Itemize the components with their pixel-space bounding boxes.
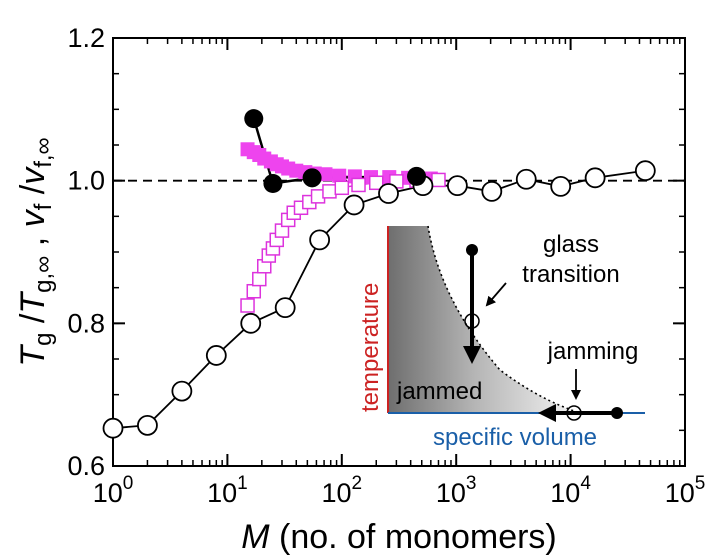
jamming-compression-arrowhead — [538, 404, 556, 422]
inset-temperature-label: temperature — [357, 283, 384, 412]
y-title-sep3: / — [14, 184, 52, 203]
y-title-T-sub: g — [30, 333, 57, 346]
x-tick-label: 103 — [436, 473, 477, 508]
open-circle-point — [309, 229, 331, 251]
inset-boundary-curve — [427, 225, 581, 414]
y-title-sep2: , — [14, 227, 52, 255]
open-square-point — [368, 175, 384, 191]
filled-square-point — [318, 167, 333, 182]
x-axis-title-text: (no. of monomers) — [270, 518, 557, 556]
x-tick-label: 104 — [550, 473, 591, 508]
x-tick-label: 105 — [665, 473, 706, 508]
open-circle-point — [634, 160, 656, 182]
open-circle-point — [205, 345, 227, 366]
x-axis-title: M (no. of monomers) — [241, 518, 557, 556]
jammed-region-fill — [388, 226, 580, 413]
open-circle-point — [274, 297, 296, 319]
inset-glass-label: glass — [543, 231, 599, 258]
jamming-point — [566, 405, 582, 421]
open-circle-point — [240, 312, 262, 334]
y-title-T2: T — [14, 291, 52, 314]
open-square-point — [240, 298, 255, 313]
filled-circle-point — [407, 166, 427, 186]
inset-jamming-label: jamming — [547, 338, 639, 365]
y-title-v: v — [14, 208, 52, 227]
series-markers — [102, 109, 656, 439]
open-square-point — [322, 184, 337, 199]
open-circle-point — [343, 194, 365, 216]
open-circle-point — [171, 380, 193, 402]
y-title-v2-sub: f,∞ — [30, 137, 57, 167]
y-tick-label: 1.2 — [67, 23, 105, 53]
filled-square-point — [332, 168, 347, 183]
glass-cooling-arrowhead — [463, 346, 481, 364]
open-circles-line — [112, 169, 646, 430]
glass-transition-point — [464, 313, 480, 329]
open-square-point — [351, 177, 366, 193]
open-circle-point — [137, 414, 158, 436]
open-square-point — [334, 180, 350, 196]
open-circle-point — [102, 417, 124, 439]
x-axis-title-symbol: M — [241, 518, 270, 556]
open-circle-point — [378, 183, 399, 204]
x-tick-label: 101 — [207, 473, 248, 508]
open-circle-point — [550, 175, 572, 197]
y-axis-title: Tg /Tg,∞ , vf /vf,∞ — [14, 137, 57, 366]
open-square-point — [431, 172, 446, 188]
y-title-sep1: / — [14, 313, 52, 332]
axis-tick-labels: 100 101 102 103 104 105 0.6 0.8 1.0 1.2 — [67, 23, 705, 508]
y-title-v2: v — [14, 166, 52, 185]
axis-ticks — [112, 37, 686, 467]
y-title-T2-sub: g,∞ — [30, 256, 57, 293]
open-circle-point — [515, 168, 537, 190]
filled-circle-point — [302, 168, 322, 188]
inset-schematic: glass transition jamming jammed temperat… — [357, 225, 645, 451]
open-square-point — [252, 271, 267, 287]
open-circle-point — [446, 175, 468, 197]
glass-annotation-arrow — [485, 282, 507, 307]
y-tick-label: 0.6 — [67, 451, 105, 481]
inset-transition-label: transition — [522, 261, 619, 288]
inset-volume-label: specific volume — [433, 424, 597, 451]
y-tick-label: 1.0 — [67, 166, 105, 196]
open-square-point — [246, 283, 262, 299]
filled-circle-point — [263, 174, 283, 194]
y-title-v-sub: f — [30, 203, 57, 210]
open-circle-point — [584, 167, 606, 189]
y-tick-label: 0.8 — [67, 308, 105, 338]
y-title-T: T — [14, 344, 52, 367]
filled-circle-point — [244, 109, 264, 129]
open-circle-point — [481, 180, 503, 202]
x-tick-label: 100 — [93, 473, 134, 508]
x-tick-label: 102 — [321, 473, 362, 508]
inset-jammed-label: jammed — [396, 378, 482, 405]
